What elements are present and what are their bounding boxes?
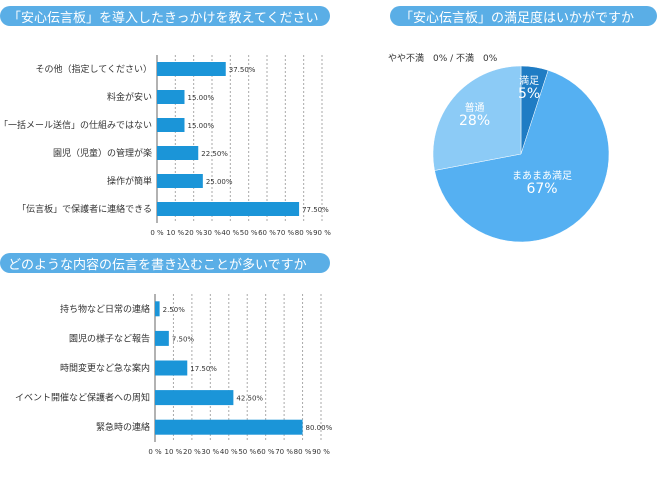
pie-label-mostly-satisfied-pct: 67%	[526, 181, 558, 197]
reasons-category-label: 「一括メール送信」の仕組みではない	[0, 119, 152, 131]
reasons-xtick-label: 50 %	[240, 229, 258, 237]
chart2-title: どのような内容の伝言を書き込むことが多いですか	[0, 253, 330, 273]
chart1-title: 「安心伝言板」を導入したきっかけを教えてください	[0, 6, 330, 26]
message-types-xtick-label: 50 %	[238, 448, 256, 456]
reasons-category-label: 「伝言板」で保護者に連絡できる	[17, 203, 152, 215]
pie-label-satisfied: 満足 5%	[518, 76, 540, 102]
message-types-xtick-label: 60 %	[257, 448, 275, 456]
pie-label-satisfied-pct: 5%	[518, 86, 541, 102]
reasons-value-label: 77.50%	[302, 206, 329, 214]
chart3-title: 「安心伝言板」の満足度はいかがですか	[390, 6, 657, 26]
reasons-xtick-label: 90 %	[313, 229, 331, 237]
reasons-value-label: 15.00%	[188, 94, 215, 102]
message-types-value-label: 2.50%	[163, 306, 186, 314]
message-types-xtick-label: 30 %	[201, 448, 219, 456]
reasons-xtick-label: 10 %	[166, 229, 184, 237]
message-types-bar	[155, 330, 169, 346]
reasons-xtick-label: 60 %	[258, 229, 276, 237]
reasons-bar	[157, 202, 300, 216]
message-types-value-label: 42.50%	[236, 395, 263, 403]
message-types-xtick-label: 70 %	[275, 448, 293, 456]
pie-slice	[434, 69, 610, 243]
pie-label-normal: 普通 28%	[459, 103, 490, 129]
pie-label-satisfied-name: 満足	[519, 76, 540, 87]
pie-label-mostly-satisfied-name: まあまあ満足	[512, 171, 572, 182]
pie-label-normal-pct: 28%	[459, 113, 491, 129]
reasons-category-label: 園児（児童）の管理が楽	[53, 147, 152, 159]
pie-outside-label: やや不満 0% / 不満 0%	[388, 54, 498, 64]
pie-slice	[432, 65, 522, 171]
reasons-value-label: 25.00%	[206, 178, 233, 186]
reasons-xtick-label: 80 %	[295, 229, 313, 237]
reasons-category-label: 料金が安い	[107, 91, 152, 103]
message-types-value-label: 17.50%	[190, 365, 217, 373]
message-types-xtick-label: 80 %	[294, 448, 312, 456]
message-types-category-label: 緊急時の連絡	[96, 421, 150, 433]
message-types-category-label: 時間変更など急な案内	[60, 362, 150, 374]
reasons-value-label: 22.50%	[201, 150, 228, 158]
reasons-bar	[157, 118, 185, 132]
pie-label-normal-name: 普通	[464, 103, 485, 114]
message-types-category-label: 園児の様子など報告	[69, 332, 150, 344]
message-types-bar	[155, 301, 160, 317]
reasons-xtick-label: 30 %	[203, 229, 221, 237]
reasons-bar	[157, 90, 185, 104]
bar-chart-reasons: 0 % 10 % 20 % 30 % 40 % 50 % 60 % 70 % 80 % 90 % そ…	[0, 55, 331, 237]
message-types-xtick-label: 40 %	[220, 448, 238, 456]
message-types-value-label: 7.50%	[172, 335, 195, 343]
reasons-category-label: その他（指定してください）	[36, 63, 152, 75]
reasons-xtick-label: 20 %	[185, 229, 203, 237]
reasons-value-label: 15.00%	[188, 122, 215, 130]
reasons-xtick-label: 70 %	[276, 229, 294, 237]
message-types-category-label: イベント開催など保護者への周知	[15, 392, 150, 404]
message-types-bar	[155, 360, 188, 376]
reasons-bar	[157, 174, 203, 188]
message-types-xtick-label: 0 %	[148, 448, 162, 456]
message-types-xtick-label: 20 %	[183, 448, 201, 456]
reasons-category-label: 操作が簡単	[107, 175, 152, 187]
pie-label-mostly-satisfied: まあまあ満足 67%	[512, 171, 572, 197]
message-types-xtick-label: 90 %	[312, 448, 330, 456]
reasons-bar	[157, 146, 199, 160]
message-types-bar	[155, 390, 234, 406]
message-types-value-label: 80.00%	[306, 424, 333, 432]
reasons-xtick-label: 0 %	[150, 229, 164, 237]
reasons-value-label: 37.50%	[229, 66, 256, 74]
message-types-xtick-label: 10 %	[165, 448, 183, 456]
reasons-bar	[157, 62, 226, 76]
reasons-xtick-label: 40 %	[221, 229, 239, 237]
message-types-bar	[155, 419, 303, 435]
message-types-category-label: 持ち物など日常の連絡	[60, 303, 150, 315]
